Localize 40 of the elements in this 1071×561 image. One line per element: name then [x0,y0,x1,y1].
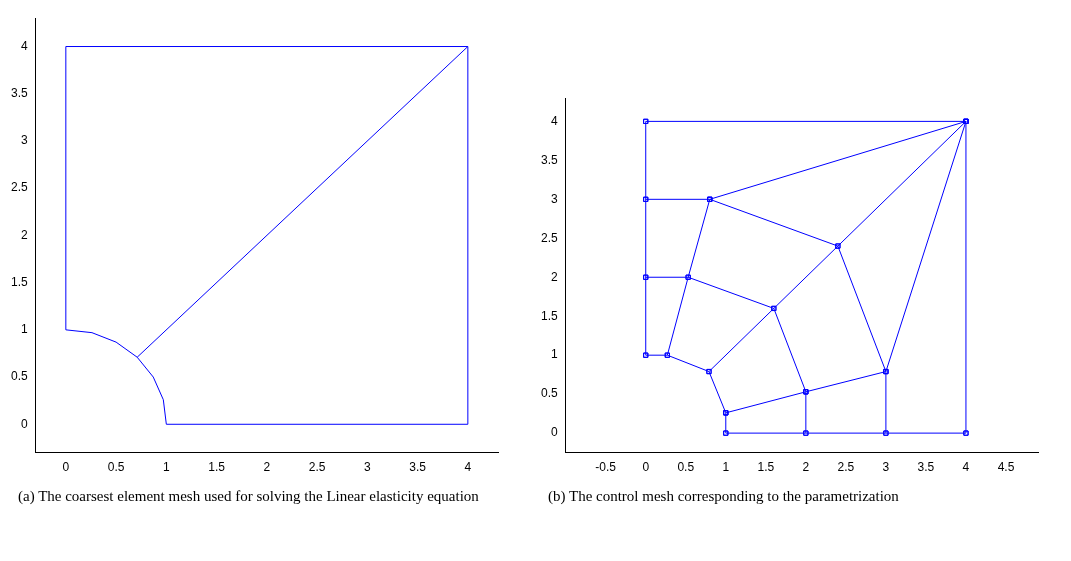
x-tick-label: 4 [962,460,970,475]
y-tick-label: 0.5 [10,369,28,384]
x-tick-label: 2.5 [308,460,326,475]
text: (a) The coarsest element mesh used for solving the Linear elasticity equation [17,487,480,506]
x-tick-label: 1.5 [208,460,226,475]
x-tick-label: 0 [642,460,650,475]
y-tick-label: 1 [20,322,28,337]
x-tick-label: 1 [162,460,170,475]
y-tick-label: 4 [550,113,558,128]
y-tick-label: 3.5 [10,86,28,101]
x-tick-label: 3 [882,460,890,475]
x-tick-label: 4.5 [997,460,1015,475]
x-tick-label: 0.5 [677,460,695,475]
x-tick-label: 2 [802,460,810,475]
y-tick-label: 3 [550,191,558,206]
x-tick-label: 4 [464,460,472,475]
y-tick-label: 1 [550,347,558,362]
y-tick-label: 3.5 [540,152,558,167]
y-tick-label: 2 [20,227,28,242]
x-tick-label: 3.5 [917,460,935,475]
text: (b) The control mesh corresponding to the parametrization [547,487,900,506]
y-tick-label: 2.5 [10,180,28,195]
x-tick-label: -0.5 [595,460,617,475]
x-tick-label: 2.5 [837,460,855,475]
x-tick-label: 2 [263,460,271,475]
y-tick-label: 1.5 [10,274,28,289]
y-tick-label: 0.5 [540,386,558,401]
x-tick-label: 1 [722,460,730,475]
y-tick-label: 4 [20,38,28,53]
x-tick-label: 0 [62,460,70,475]
y-tick-label: 0 [550,425,558,440]
x-tick-label: 0.5 [107,460,125,475]
y-tick-label: 0 [20,416,28,431]
y-tick-label: 3 [20,133,28,148]
x-tick-label: 1.5 [757,460,775,475]
y-tick-label: 2.5 [540,230,558,245]
y-tick-label: 2 [550,269,558,284]
x-tick-label: 3 [364,460,371,475]
y-tick-label: 1.5 [540,308,558,323]
x-tick-label: 3.5 [409,460,427,475]
